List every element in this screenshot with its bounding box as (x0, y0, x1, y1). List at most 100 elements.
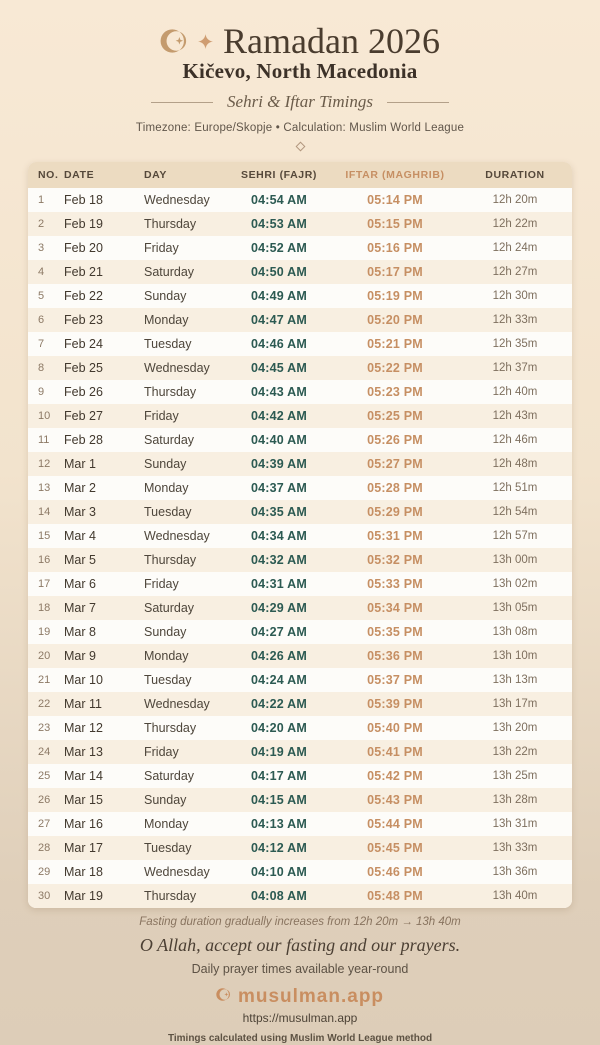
sehri-time-cell: 04:12 AM (250, 841, 308, 855)
day-cell: Monday (144, 817, 189, 831)
iftar-time-cell: 05:29 PM (367, 505, 423, 519)
table-row: 25 Mar 14 Saturday 04:17 AM 05:42 PM 13h 25m (28, 764, 572, 788)
row-number-cell: 22 (38, 698, 51, 710)
day-cell: Thursday (144, 721, 197, 735)
date-cell: Feb 20 (64, 241, 103, 255)
duration-cell: 12h 57m (492, 530, 538, 542)
sehri-time-cell: 04:10 AM (250, 865, 308, 879)
iftar-time-cell: 05:15 PM (367, 217, 423, 231)
location-subtitle: Kičevo, North Macedonia (182, 59, 418, 83)
sehri-time-cell: 04:27 AM (250, 625, 308, 639)
date-cell: Mar 9 (64, 649, 96, 663)
sehri-time-cell: 04:19 AM (250, 745, 308, 759)
table-row: 27 Mar 16 Monday 04:13 AM 05:44 PM 13h 31m (28, 812, 572, 836)
sehri-time-cell: 04:53 AM (250, 217, 308, 231)
timetable-card: NO. DATE DAY SEHRI (FAJR) IFTAR (MAGHRIB… (28, 162, 572, 908)
row-number-cell: 27 (38, 818, 51, 830)
table-row: 4 Feb 21 Saturday 04:50 AM 05:17 PM 12h 27m (28, 260, 572, 284)
table-row: 7 Feb 24 Tuesday 04:46 AM 05:21 PM 12h 35m (28, 332, 572, 356)
row-number-cell: 30 (38, 890, 51, 902)
iftar-time-cell: 05:32 PM (367, 553, 423, 567)
timetable: NO. DATE DAY SEHRI (FAJR) IFTAR (MAGHRIB… (28, 162, 572, 908)
date-cell: Mar 19 (64, 889, 103, 903)
sehri-time-cell: 04:40 AM (250, 433, 308, 447)
duration-cell: 13h 10m (492, 650, 538, 662)
sehri-time-cell: 04:20 AM (250, 721, 308, 735)
row-number-cell: 28 (38, 842, 51, 854)
day-cell: Sunday (144, 457, 187, 471)
sehri-time-cell: 04:32 AM (250, 553, 308, 567)
row-number-cell: 1 (38, 194, 45, 206)
day-cell: Tuesday (144, 337, 192, 351)
duration-cell: 13h 00m (492, 554, 538, 566)
day-cell: Monday (144, 313, 189, 327)
table-row: 8 Feb 25 Wednesday 04:45 AM 05:22 PM 12h 37m (28, 356, 572, 380)
date-cell: Feb 28 (64, 433, 103, 447)
table-row: 11 Feb 28 Saturday 04:40 AM 05:26 PM 12h 46m (28, 428, 572, 452)
day-cell: Friday (144, 241, 179, 255)
title-row: Ramadan 2026 (0, 22, 600, 60)
day-cell: Saturday (144, 433, 195, 447)
row-number-cell: 21 (38, 674, 51, 686)
date-cell: Mar 17 (64, 841, 103, 855)
column-header-duration: DURATION (462, 162, 572, 188)
diamond-ornament-icon (295, 141, 305, 152)
table-row: 30 Mar 19 Thursday 04:08 AM 05:48 PM 13h 40m (28, 884, 572, 908)
brand-url[interactable]: https://musulman.app (242, 1011, 358, 1025)
crescent-star-icon (160, 27, 188, 55)
sehri-time-cell: 04:13 AM (250, 817, 308, 831)
sehri-time-cell: 04:52 AM (250, 241, 308, 255)
iftar-time-cell: 05:25 PM (367, 409, 423, 423)
sehri-time-cell: 04:46 AM (250, 337, 308, 351)
date-cell: Mar 12 (64, 721, 103, 735)
header: Ramadan 2026 Kičevo, North Macedonia Seh… (0, 0, 600, 152)
table-row: 5 Feb 22 Sunday 04:49 AM 05:19 PM 12h 30m (28, 284, 572, 308)
duration-cell: 13h 17m (492, 698, 538, 710)
sehri-time-cell: 04:39 AM (250, 457, 308, 471)
table-row: 15 Mar 4 Wednesday 04:34 AM 05:31 PM 12h 57m (28, 524, 572, 548)
day-cell: Sunday (144, 289, 187, 303)
date-cell: Mar 5 (64, 553, 96, 567)
column-header-no: NO. (28, 162, 64, 188)
iftar-time-cell: 05:19 PM (367, 289, 423, 303)
duration-cell: 12h 51m (492, 482, 538, 494)
duration-cell: 13h 31m (492, 818, 538, 830)
day-cell: Friday (144, 577, 179, 591)
iftar-time-cell: 05:40 PM (367, 721, 423, 735)
iftar-time-cell: 05:43 PM (367, 793, 423, 807)
row-number-cell: 12 (38, 458, 51, 470)
sehri-time-cell: 04:50 AM (250, 265, 308, 279)
duration-cell: 13h 40m (492, 890, 538, 902)
calculation-method-note: Timings calculated using Muslim World Le… (167, 1033, 433, 1044)
day-cell: Saturday (144, 265, 195, 279)
table-row: 18 Mar 7 Saturday 04:29 AM 05:34 PM 13h 05m (28, 596, 572, 620)
table-row: 10 Feb 27 Friday 04:42 AM 05:25 PM 12h 43m (28, 404, 572, 428)
iftar-time-cell: 05:28 PM (367, 481, 423, 495)
iftar-time-cell: 05:41 PM (367, 745, 423, 759)
table-row: 14 Mar 3 Tuesday 04:35 AM 05:29 PM 12h 54m (28, 500, 572, 524)
tagline: Sehri & Iftar Timings (227, 92, 373, 111)
ornament-row (0, 141, 600, 152)
iftar-time-cell: 05:17 PM (367, 265, 423, 279)
duration-cell: 12h 30m (492, 290, 538, 302)
iftar-time-cell: 05:45 PM (367, 841, 423, 855)
availability-note: Daily prayer times available year-round (191, 962, 409, 976)
day-cell: Wednesday (144, 193, 210, 207)
day-cell: Friday (144, 745, 179, 759)
iftar-time-cell: 05:39 PM (367, 697, 423, 711)
brand-crescent-icon (216, 987, 231, 1007)
row-number-cell: 2 (38, 218, 45, 230)
brand-name: musulman.app (237, 986, 385, 1007)
day-cell: Wednesday (144, 865, 210, 879)
timetable-header: NO. DATE DAY SEHRI (FAJR) IFTAR (MAGHRIB… (28, 162, 572, 188)
duration-cell: 13h 22m (492, 746, 538, 758)
divider-line-right (386, 101, 449, 103)
iftar-time-cell: 05:37 PM (367, 673, 423, 687)
row-number-cell: 25 (38, 770, 51, 782)
day-cell: Saturday (144, 601, 195, 615)
iftar-time-cell: 05:21 PM (367, 337, 423, 351)
row-number-cell: 17 (38, 578, 51, 590)
duration-cell: 12h 20m (492, 194, 538, 206)
row-number-cell: 6 (38, 314, 45, 326)
day-cell: Tuesday (144, 673, 192, 687)
